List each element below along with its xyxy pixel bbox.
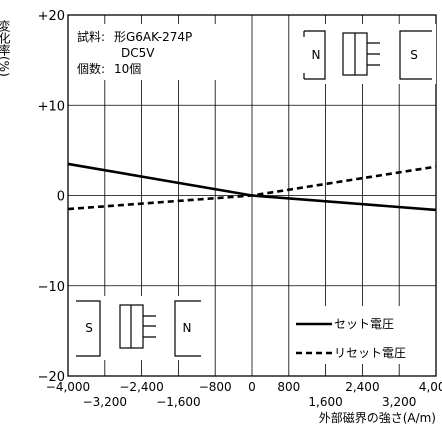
annotation-bg [71, 24, 246, 80]
pole-left-label-bottom: S [85, 321, 93, 335]
magnet-left [303, 30, 326, 80]
magnet-left-bottom [76, 300, 101, 357]
pole-right-label-bottom: N [183, 321, 192, 335]
magnet-diagram-bottom: S N [71, 296, 206, 360]
x-tick-label: −2,400 [119, 380, 163, 394]
x-axis-label: 外部磁界の強さ(A/m) [319, 410, 436, 425]
sample-annotation: 試料: 形G6AK-274P DC5V 個数: 10個 [71, 24, 246, 80]
magnet-right-bottom [174, 300, 201, 357]
sample-label: 試料: [77, 29, 105, 44]
y-tick-label: +20 [38, 9, 65, 24]
x-tick-label: −1,600 [156, 395, 200, 409]
x-tick-label: −3,200 [83, 395, 127, 409]
x-tick-label: 0 [248, 380, 256, 394]
legend-label-reset: リセット電圧 [334, 346, 406, 360]
legend: セット電圧 リセット電圧 [293, 306, 433, 364]
legend-bg [293, 306, 433, 364]
coil-pins [354, 33, 380, 75]
series-line-reset [67, 165, 437, 211]
series-group [67, 162, 437, 212]
x-tick-labels: −4,000 −2,400 −800 0 800 2,400 4,000 −3,200 −1,6… [46, 380, 442, 409]
y-tick-label: +10 [38, 99, 65, 114]
plot-frame [67, 14, 437, 377]
y-tick-labels: +20 +10 0 −10 −20 [38, 9, 65, 385]
x-tick-label: −4,000 [46, 380, 90, 394]
x-tick-label: −800 [199, 380, 232, 394]
pole-right-label: S [410, 48, 418, 62]
magnet-diagram-top: N S [300, 24, 436, 84]
x-tick-label: 3,200 [382, 395, 416, 409]
legend-label-set: セット電圧 [334, 317, 394, 331]
y-tick-label: −20 [38, 370, 65, 385]
x-tick-label: 1,600 [308, 395, 342, 409]
magnet-right [399, 30, 432, 80]
x-tick-label: 2,400 [345, 380, 379, 394]
y-tick-label: −10 [38, 280, 65, 295]
count-label: 個数: [77, 61, 105, 76]
y-tick-label: 0 [57, 190, 65, 205]
x-tick-label: 4,000 [419, 380, 442, 394]
count-value: 10個 [114, 62, 141, 76]
coil-pins-bottom [130, 305, 156, 348]
x-tick-label: 800 [277, 380, 300, 394]
y-axis-label: 変化率(%) [0, 19, 11, 77]
pole-left-label: N [312, 48, 321, 62]
sample-voltage: DC5V [121, 46, 155, 60]
sample-value: 形G6AK-274P [114, 30, 192, 44]
